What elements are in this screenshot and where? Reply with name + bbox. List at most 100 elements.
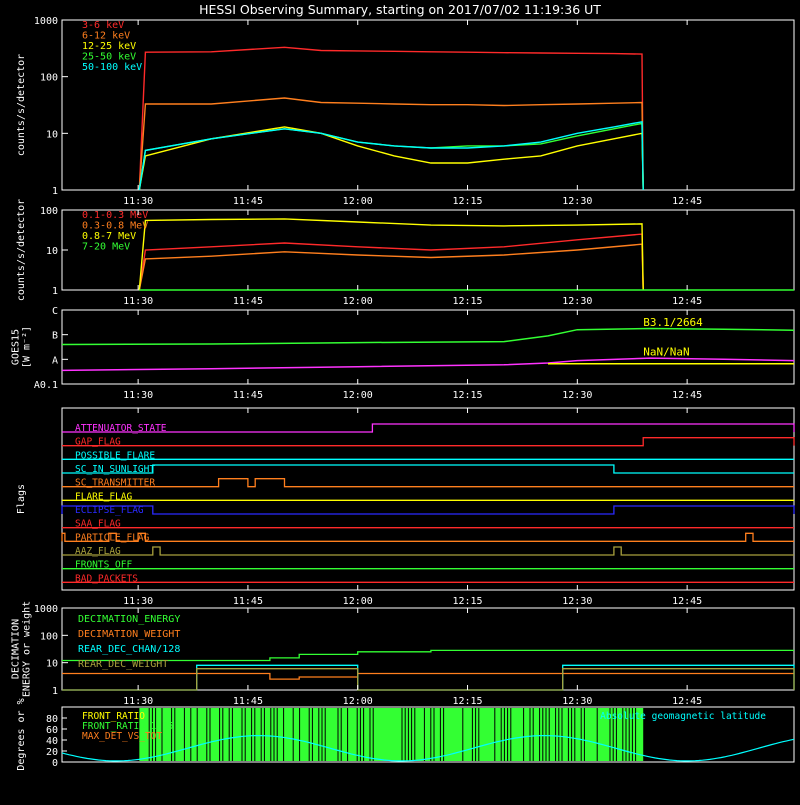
- x-tick-label: 12:00: [343, 390, 373, 401]
- y-axis-label: [W m⁻²]: [22, 326, 33, 368]
- x-tick-label: 11:45: [233, 596, 263, 607]
- series-line-1: [138, 46, 644, 191]
- flag-label: PARTICLE_FLAG: [75, 532, 150, 543]
- band-gap: [219, 708, 221, 761]
- band-gap: [567, 708, 569, 761]
- x-tick-label: 12:30: [562, 390, 592, 401]
- band-gap: [228, 708, 230, 761]
- band-gap: [190, 708, 192, 761]
- band-gap: [510, 708, 512, 761]
- series-line-2: [138, 243, 644, 291]
- band-gap: [311, 708, 313, 761]
- band-gap: [561, 708, 563, 761]
- flag-line: [62, 423, 795, 433]
- band-gap: [340, 708, 342, 761]
- y-axis-label: ENERGY or weight: [22, 601, 33, 697]
- band-gap: [609, 708, 611, 761]
- band-gap: [542, 708, 544, 761]
- flag-line: [62, 464, 794, 474]
- band-gap: [475, 708, 477, 761]
- x-tick-label: 11:30: [123, 196, 153, 207]
- flag-line: [62, 437, 795, 447]
- flag-line: [62, 546, 794, 556]
- panel-frame: [61, 706, 795, 763]
- y-tick-label: 80: [46, 714, 58, 725]
- y-tick-label: A0.1: [34, 380, 58, 391]
- legend-entry: 12-25 keV: [82, 41, 136, 52]
- band-gap: [148, 708, 150, 761]
- band-gap: [555, 708, 557, 761]
- band-gap: [532, 708, 534, 761]
- x-tick-label: 11:45: [233, 296, 263, 307]
- y-tick-label: 1: [52, 286, 58, 297]
- band-gap: [260, 708, 262, 761]
- legend-entry: 50-100 keV: [82, 62, 142, 73]
- x-tick-label: 11:45: [233, 196, 263, 207]
- band-gap: [411, 708, 413, 761]
- band-gap: [241, 708, 243, 761]
- band-gap: [231, 708, 233, 761]
- x-tick-label: 12:15: [452, 696, 482, 707]
- legend-entry: REAR_DEC_WEIGHT: [78, 659, 168, 670]
- legend-entry: 0.3-0.8 MeV: [82, 221, 148, 232]
- band-gap: [494, 708, 496, 761]
- legend-entry: FRONT_RATIO_1125: [82, 721, 174, 732]
- band-gap: [404, 708, 406, 761]
- band-gap: [337, 708, 339, 761]
- band-gap: [151, 708, 153, 761]
- y-tick-label: 1: [52, 186, 58, 197]
- band-gap: [507, 708, 509, 761]
- x-tick-label: 12:15: [452, 296, 482, 307]
- panel-frame: [61, 407, 795, 591]
- band-gap: [433, 708, 435, 761]
- plot-title: HESSI Observing Summary, starting on 201…: [199, 2, 601, 17]
- band-gap: [401, 708, 403, 761]
- band-gap: [363, 708, 365, 761]
- band-gap: [628, 708, 630, 761]
- front-ratio-band: [139, 708, 644, 761]
- y-tick-label: 100: [40, 631, 58, 642]
- y-tick-label: 1: [52, 686, 58, 697]
- x-tick-label: 12:30: [562, 596, 592, 607]
- band-gap: [254, 708, 256, 761]
- band-gap: [571, 708, 573, 761]
- panel-3: A0.1 A B C B3.1/2664 NaN/NaN 11:30 11:45 12:00 12…: [11, 306, 795, 401]
- x-tick-label: 12:45: [672, 696, 702, 707]
- x-tick-label: 11:30: [123, 596, 153, 607]
- y-tick-label: 100: [40, 206, 58, 217]
- y-axis-label: Degrees or %: [16, 698, 27, 770]
- band-gap: [359, 708, 361, 761]
- x-tick-label: 12:00: [343, 596, 373, 607]
- y-tick-label: 40: [46, 736, 58, 747]
- y-tick-label: 1000: [34, 604, 58, 615]
- flag-label: POSSIBLE_FLARE: [75, 450, 155, 461]
- band-gap: [430, 708, 432, 761]
- series-line-1: [61, 327, 795, 346]
- legend-entry: Absolute geomagnetic latitude: [600, 711, 766, 722]
- band-gap: [439, 708, 441, 761]
- band-gap: [443, 708, 445, 761]
- band-gap: [545, 708, 547, 761]
- flag-label: GAP_FLAG: [75, 437, 121, 448]
- band-gap: [292, 708, 294, 761]
- band-gap: [580, 708, 582, 761]
- x-tick-label: 11:45: [233, 390, 263, 401]
- y-tick-label: 0: [52, 758, 58, 769]
- y-tick-label: B: [52, 331, 58, 342]
- series-line-3: [138, 218, 644, 291]
- band-gap: [612, 708, 614, 761]
- band-gap: [407, 708, 409, 761]
- band-gap: [574, 708, 576, 761]
- series-line-2: [138, 97, 644, 191]
- x-tick-label: 12:15: [452, 390, 482, 401]
- x-tick-label: 12:15: [452, 196, 482, 207]
- series-line-1: [62, 649, 794, 662]
- flag-label: FLARE_FLAG: [75, 491, 132, 502]
- band-gap: [321, 708, 323, 761]
- band-gap: [283, 708, 285, 761]
- series-line-2: [62, 672, 794, 680]
